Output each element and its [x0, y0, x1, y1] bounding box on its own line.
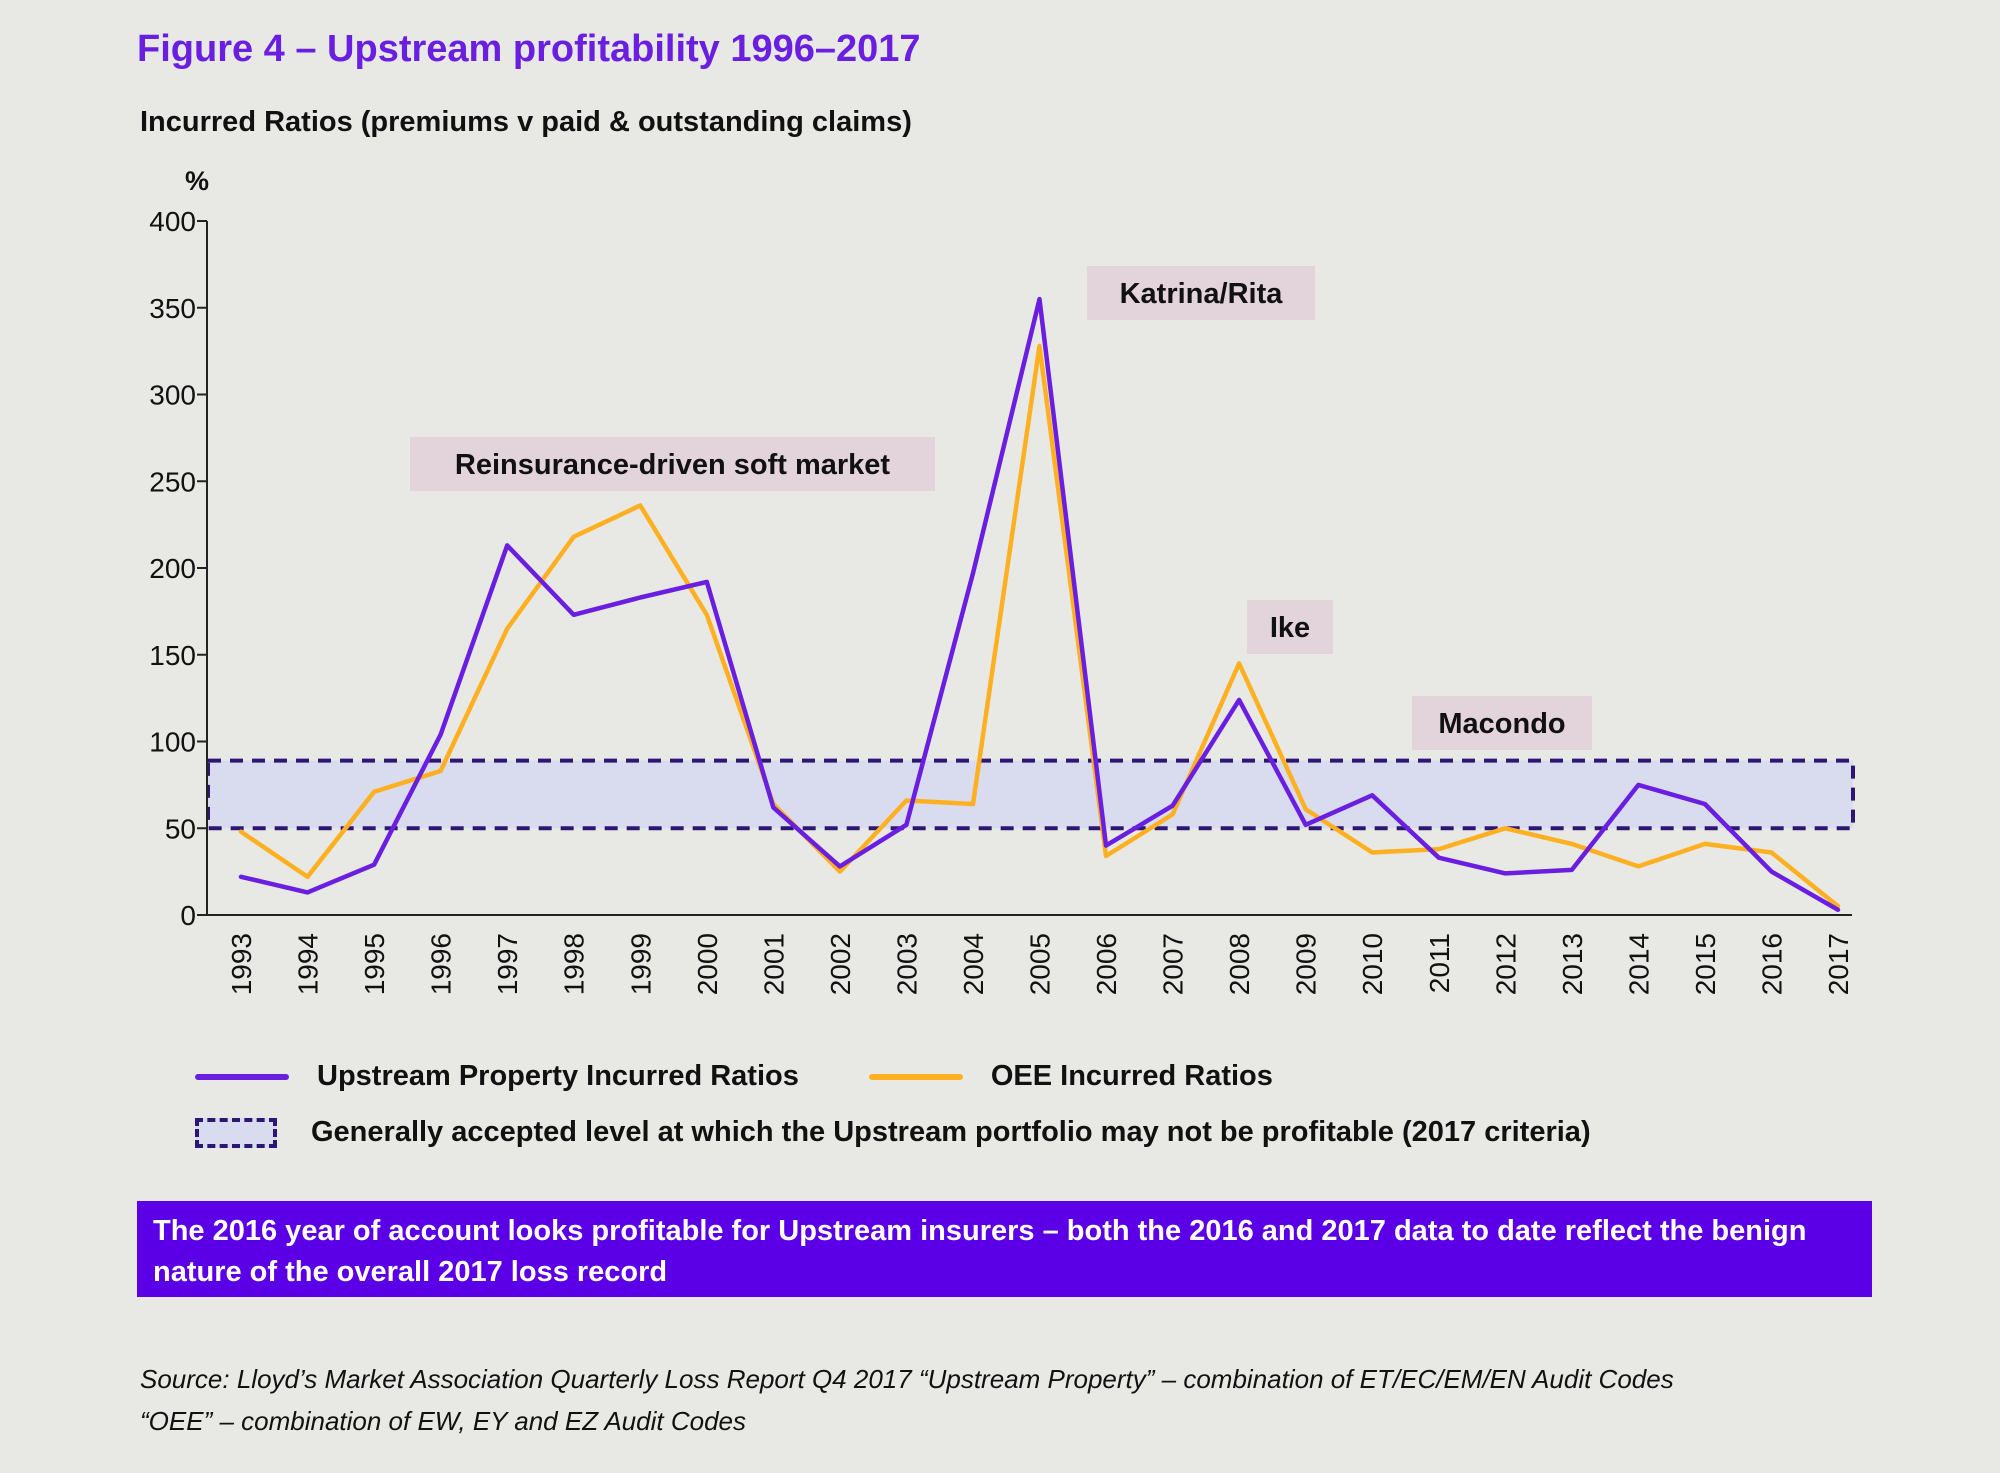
- annotation-label: Macondo: [1438, 708, 1565, 740]
- legend-label-oee: OEE Incurred Ratios: [990, 1060, 1273, 1092]
- annotation-box: [1087, 266, 1315, 320]
- y-axis-label: %: [185, 166, 209, 196]
- annotation-box: [1412, 696, 1592, 750]
- y-tick-label: 150: [149, 640, 196, 671]
- x-tick-label: 2014: [1623, 933, 1654, 995]
- source-line-2: “OEE” – combination of EW, EY and EZ Aud…: [140, 1406, 746, 1436]
- y-tick-label: 300: [149, 380, 196, 411]
- x-tick-label: 2007: [1158, 933, 1189, 995]
- x-tick-label: 2013: [1557, 933, 1588, 995]
- x-tick-label: 1997: [492, 933, 523, 995]
- annotation-label: Ike: [1270, 612, 1310, 644]
- x-tick-label: 1996: [426, 933, 457, 995]
- legend-row-band: Generally accepted level at which the Up…: [195, 1116, 1591, 1149]
- figure-title: Figure 4 – Upstream profitability 1996–2…: [137, 28, 921, 70]
- legend-swatch-oee: [868, 1073, 963, 1080]
- annotation-layer: Reinsurance-driven soft market Katrina/Ri…: [410, 266, 1592, 750]
- x-tick-label: 2000: [692, 933, 723, 995]
- profitability-band: [206, 758, 1855, 831]
- legend-row-lines: Upstream Property Incurred Ratios OEE In…: [195, 1060, 1273, 1093]
- y-tick-label: 0: [180, 900, 196, 931]
- series-layer: [238, 296, 1841, 913]
- callout-banner: The 2016 year of account looks profitabl…: [137, 1201, 1872, 1297]
- legend-item-oee: OEE Incurred Ratios: [868, 1060, 1273, 1093]
- legend-swatch-upstream: [195, 1073, 289, 1080]
- x-tick-label: 2011: [1424, 933, 1455, 993]
- profitability-band-layer: [206, 758, 1855, 831]
- y-tick-label: 50: [165, 813, 196, 844]
- x-tick-label: 2008: [1224, 933, 1255, 995]
- x-tick-label: 2017: [1823, 933, 1854, 995]
- x-tick-label: 2015: [1690, 933, 1721, 995]
- y-tick-label: 350: [149, 293, 196, 324]
- x-tick-label: 1994: [293, 933, 324, 995]
- annotation-box: [410, 437, 935, 491]
- x-tick-label: 1993: [226, 933, 257, 995]
- series-line-upstream: [238, 296, 1841, 913]
- x-tick-label: 2005: [1025, 933, 1056, 995]
- source-note: Source: Lloyd’s Market Association Quart…: [140, 1358, 1940, 1442]
- chart-subtitle: Incurred Ratios (premiums v paid & outst…: [140, 106, 912, 138]
- legend-label-band: Generally accepted level at which the Up…: [311, 1116, 1591, 1148]
- incurred-ratios-chart: % 0 50 100 150 200 250 300 350 400 1993 1994 1995 199…: [149, 166, 1855, 995]
- x-tick-label: 2004: [958, 933, 989, 995]
- annotation-label: Reinsurance-driven soft market: [455, 449, 890, 481]
- x-tick-label: 2016: [1756, 933, 1787, 995]
- x-tick-label: 2009: [1291, 933, 1322, 995]
- series-line-oee: [238, 343, 1841, 909]
- source-line-1: Source: Lloyd’s Market Association Quart…: [140, 1364, 1674, 1394]
- annotation-box: [1247, 600, 1333, 654]
- legend-swatch-band: [195, 1117, 277, 1148]
- x-tick-label: 1998: [559, 933, 590, 995]
- x-tick-label: 2006: [1091, 933, 1122, 995]
- x-tick-label: 2001: [758, 933, 789, 995]
- x-tick-label: 2012: [1490, 933, 1521, 995]
- chart-axes: % 0 50 100 150 200 250 300 350 400 1993 1994 1995 199…: [149, 166, 1854, 995]
- x-tick-label: 2010: [1357, 933, 1388, 995]
- y-tick-label: 200: [149, 553, 196, 584]
- y-tick-label: 400: [149, 206, 196, 237]
- x-tick-label: 2002: [825, 933, 856, 995]
- x-tick-label: 1999: [625, 933, 656, 995]
- y-tick-label: 100: [149, 727, 196, 758]
- legend-label-upstream: Upstream Property Incurred Ratios: [317, 1060, 799, 1092]
- annotation-label: Katrina/Rita: [1120, 278, 1284, 310]
- x-tick-label: 2003: [891, 933, 922, 995]
- x-tick-label: 1995: [359, 933, 390, 995]
- y-tick-label: 250: [149, 466, 196, 497]
